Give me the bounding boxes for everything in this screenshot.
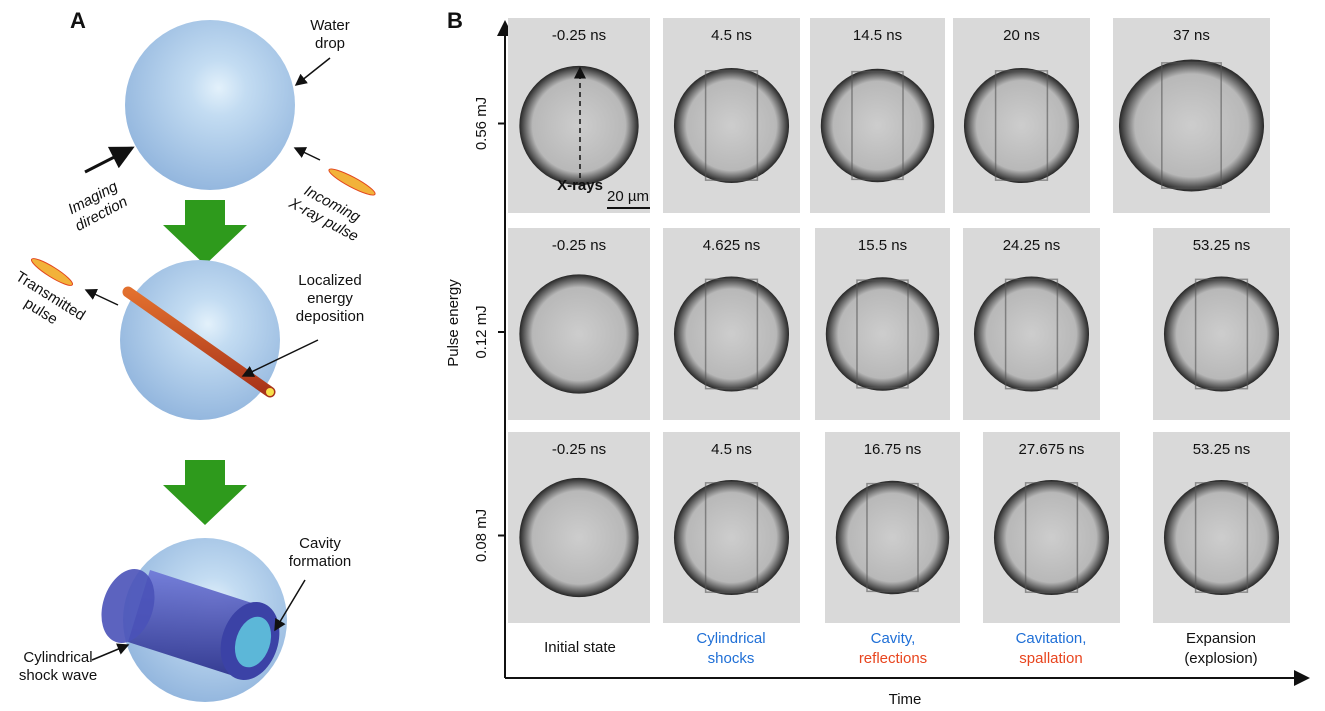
arrow [294,57,331,86]
droplet [1163,276,1280,392]
droplet [963,67,1080,184]
droplet [973,276,1090,392]
frame-time: 14.5 ns [853,27,902,44]
stage-label: Cylindrical [696,630,765,647]
xray-label: X-rays [557,177,603,194]
label: Localized energy deposition [296,272,364,325]
green-arrow [163,460,247,525]
stage-label: spallation [1019,650,1082,667]
frame-time: 37 ns [1173,27,1210,44]
label: Transmittedpulse [3,268,88,339]
stage-label: reflections [859,650,927,667]
droplet [1118,59,1265,192]
frame-time: -0.25 ns [552,441,606,458]
shock-band [704,70,759,181]
frame-time: 4.625 ns [703,237,761,254]
shock-band [704,278,759,390]
shock-band [851,70,904,181]
frame-time: 4.5 ns [711,27,752,44]
energy-label: 0.08 mJ [473,509,490,562]
frame-time: -0.25 ns [552,237,606,254]
shock-band [866,482,919,593]
arrow [91,643,130,661]
frame-time: 20 ns [1003,27,1040,44]
water-drop-sphere [125,20,295,190]
shock-band [1024,482,1079,593]
scale-label: 20 µm [607,188,649,205]
stage-label: Cavitation, [1016,630,1087,647]
shock-band [856,279,909,389]
panel-label: B [447,8,463,33]
shock-band [704,482,759,593]
droplet [820,68,935,183]
rod-end [266,388,274,396]
stage-label: Expansion [1186,630,1256,647]
frame-time: 24.25 ns [1003,237,1061,254]
label: Cylindrical shock wave [19,649,97,684]
arrow [84,146,135,174]
stage-label: Initial state [544,639,616,656]
green-arrow [163,200,247,265]
frame-time: 15.5 ns [858,237,907,254]
label: Cavity formation [289,535,352,570]
arrow [274,579,306,632]
droplet [673,479,790,596]
frame-time: 53.25 ns [1193,237,1251,254]
droplet [673,276,790,392]
shock-band [1161,62,1222,189]
droplet [1163,479,1280,596]
stage-label: Cavity, [871,630,916,647]
label: Imagingdirection [64,177,130,235]
droplet [519,65,639,186]
panel-label: A [70,8,86,33]
droplet [993,479,1110,596]
label: Water drop [310,17,349,52]
xray-pulse [30,258,74,286]
x-axis-label: Time [889,691,922,708]
arrow [293,147,321,161]
cylinder-end [101,569,155,643]
shock-band [1004,278,1059,390]
cavity [234,616,272,668]
xray-pulse [328,168,376,196]
droplet [519,477,639,598]
frames: 0.56 mJ -0.25 ns 4.5 ns 14.5 ns 20 ns 37 ns 0.… [473,18,1290,667]
droplet [519,274,639,394]
frame-time: 27.675 ns [1019,441,1085,458]
stage-label: (explosion) [1184,650,1257,667]
energy-label: 0.56 mJ [473,97,490,150]
arrow [84,289,119,306]
stage-label: shocks [708,650,755,667]
y-axis-label: Pulse energy [445,279,462,367]
arrow [241,339,319,377]
frame-time: 4.5 ns [711,441,752,458]
energy-label: 0.12 mJ [473,305,490,358]
droplet [673,67,790,184]
frame-time: 16.75 ns [864,441,922,458]
droplet [825,277,940,391]
shock-band [1194,482,1249,593]
shock-band [1194,278,1249,390]
frame-time: -0.25 ns [552,27,606,44]
droplet [835,480,950,595]
shock-band [994,70,1049,181]
frame-time: 53.25 ns [1193,441,1251,458]
